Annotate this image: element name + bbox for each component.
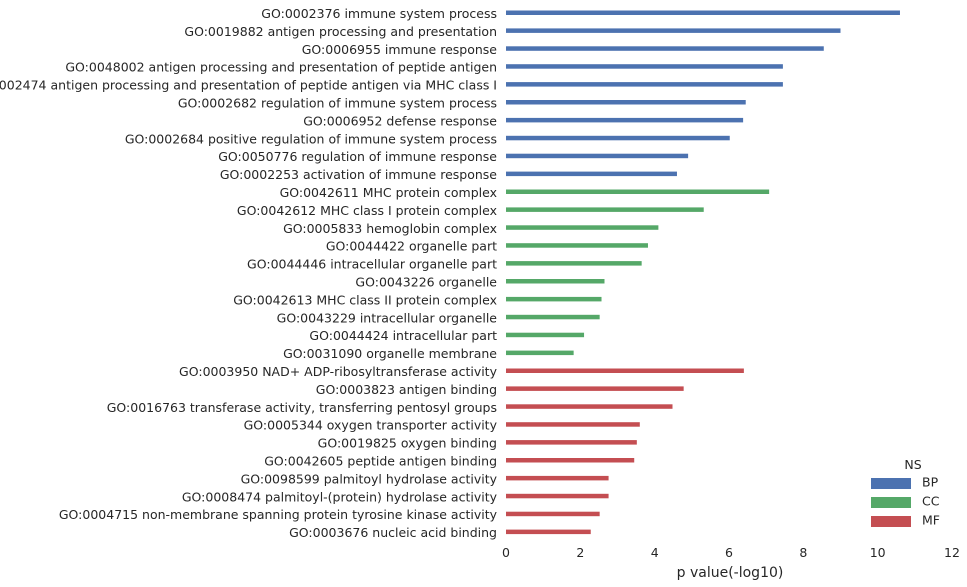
x-tick-label: 10 [870, 545, 886, 560]
bar-go-0002376 [506, 10, 900, 15]
category-label: GO:0019825 oxygen binding [318, 436, 497, 451]
category-label: GO:0042613 MHC class II protein complex [233, 292, 497, 307]
bar-go-0042613 [506, 296, 602, 302]
bar-go-0048002 [506, 64, 783, 69]
legend-title: NS [904, 457, 921, 472]
bar-go-0042605 [506, 458, 635, 463]
category-label: GO:0003676 nucleic acid binding [289, 525, 497, 540]
category-label: GO:0004715 non-membrane spanning protein… [59, 507, 498, 522]
bars-group [506, 10, 900, 535]
category-label: GO:0042605 peptide antigen binding [264, 454, 497, 469]
legend-swatch-cc [871, 497, 911, 508]
bar-go-0042612 [506, 207, 704, 212]
category-label: GO:0002682 regulation of immune system p… [178, 96, 497, 111]
category-label: GO:0008474 palmitoyl-(protein) hydrolase… [182, 489, 498, 504]
bar-go-0016763 [506, 404, 673, 409]
category-label: GO:0050776 regulation of immune response [218, 149, 497, 164]
bar-go-0004715 [506, 511, 600, 517]
bar-go-0043226 [506, 279, 605, 284]
category-label: GO:0002253 activation of immune response [220, 167, 497, 182]
bar-go-0003950 [506, 368, 744, 373]
category-label: GO:0002684 positive regulation of immune… [125, 131, 497, 146]
bar-go-0003823 [506, 386, 684, 391]
category-label: GO:0019882 antigen processing and presen… [184, 24, 497, 39]
category-label: GO:0002376 immune system process [261, 6, 497, 21]
category-label: GO:0042611 MHC protein complex [280, 185, 497, 200]
x-tick-label: 0 [502, 545, 510, 560]
legend-swatch-bp [871, 478, 911, 489]
category-label: GO:0016763 transferase activity, transfe… [107, 400, 497, 415]
category-label: GO:0043229 intracellular organelle [277, 310, 498, 325]
bar-go-0050776 [506, 153, 689, 159]
legend-label-cc: CC [922, 494, 940, 509]
bar-go-0098599 [506, 475, 609, 481]
category-label: GO:0003950 NAD+ ADP-ribosyltransferase a… [179, 364, 498, 379]
bar-go-0006955 [506, 46, 824, 51]
legend-label-mf: MF [922, 513, 940, 528]
category-label: GO:0006952 defense response [303, 113, 497, 128]
bar-go-0044424 [506, 332, 585, 338]
x-tick-label: 4 [651, 545, 659, 560]
category-label: GO:0005833 hemoglobin complex [283, 221, 497, 236]
bar-go-0031090 [506, 350, 574, 356]
x-tick-label: 6 [725, 545, 733, 560]
category-label: GO:0031090 organelle membrane [283, 346, 497, 361]
category-label: GO:0044446 intracellular organelle part [247, 257, 497, 272]
category-label: GO:0098599 palmitoyl hydrolase activity [241, 471, 498, 486]
bar-go-0043229 [506, 314, 600, 320]
category-label: GO:0048002 antigen processing and presen… [65, 60, 497, 75]
legend-swatch-mf [871, 516, 911, 527]
category-label: GO:0043226 organelle [355, 275, 497, 290]
bar-go-0002682 [506, 100, 746, 105]
bar-go-0003676 [506, 529, 591, 535]
legend: NS BP CC MF [871, 457, 940, 528]
bar-go-0019825 [506, 440, 637, 445]
bar-go-0002474 [506, 82, 783, 87]
bar-go-0008474 [506, 493, 609, 499]
x-axis: 0 2 4 6 8 10 12 [502, 545, 960, 560]
legend-label-bp: BP [922, 475, 939, 490]
category-label: GO:0044424 intracellular part [309, 328, 497, 343]
bar-go-0042611 [506, 189, 770, 194]
bar-go-0005344 [506, 422, 640, 427]
category-label: GO:0042612 MHC class I protein complex [237, 203, 497, 218]
bar-go-0044446 [506, 261, 642, 266]
category-label: GO:0005344 oxygen transporter activity [244, 418, 498, 433]
bar-go-0002684 [506, 135, 730, 141]
x-tick-label: 8 [799, 545, 807, 560]
category-label: GO:0003823 antigen binding [316, 382, 497, 397]
category-label: GO:0002474 antigen processing and presen… [0, 78, 497, 93]
x-axis-label: p value(-log10) [677, 565, 784, 581]
bar-go-0005833 [506, 225, 659, 230]
bar-go-0002253 [506, 171, 677, 177]
category-label: GO:0044422 organelle part [326, 239, 497, 254]
bar-go-0006952 [506, 117, 744, 123]
category-labels-group: GO:0002376 immune system process GO:00198… [0, 6, 498, 540]
x-tick-label: 2 [576, 545, 584, 560]
bar-go-0019882 [506, 28, 841, 33]
bar-go-0044422 [506, 243, 648, 248]
x-tick-label: 12 [944, 545, 960, 560]
category-label: GO:0006955 immune response [302, 42, 498, 57]
